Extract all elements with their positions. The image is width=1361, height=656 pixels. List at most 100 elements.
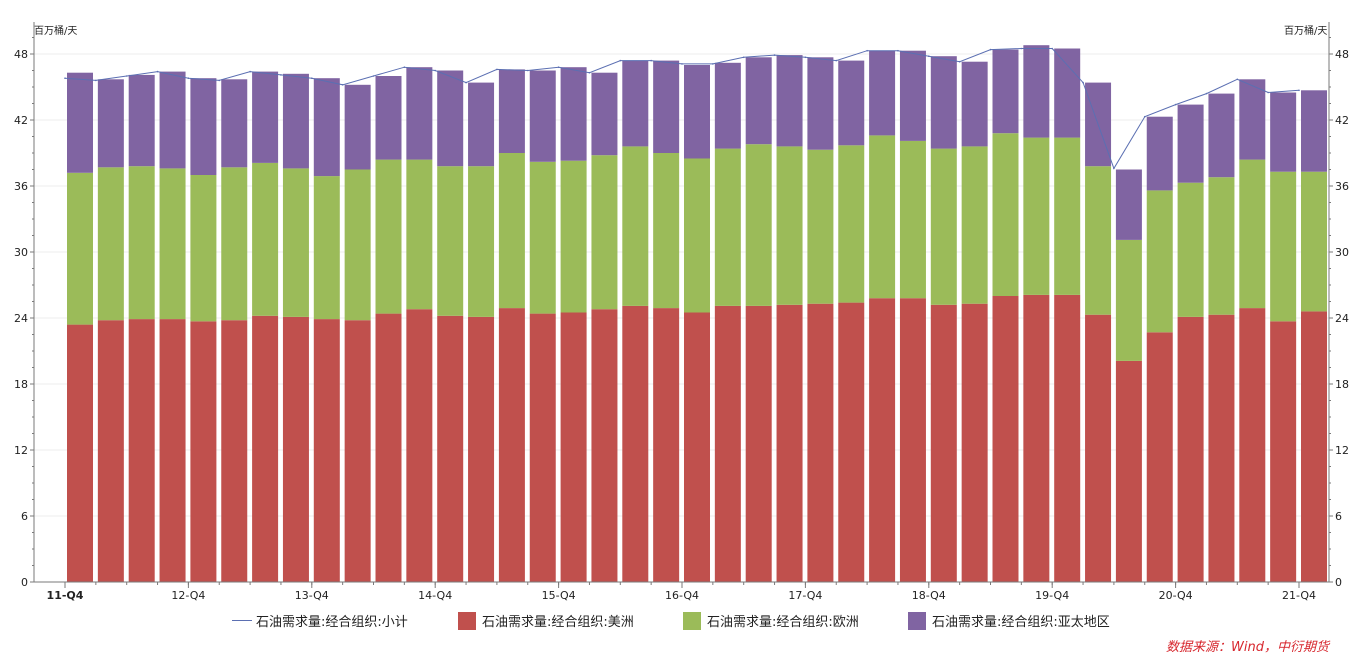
y-tick-label-right: 0 (1335, 576, 1342, 589)
y-tick-label-left: 42 (14, 114, 28, 127)
bar-europe (930, 148, 957, 305)
line-total-point (1143, 115, 1146, 118)
line-total-point (526, 69, 529, 72)
bar-americas (375, 313, 402, 582)
bar-americas (1270, 321, 1297, 582)
bar-americas (1177, 316, 1204, 582)
legend-swatch-europe (683, 611, 701, 630)
bar-americas (190, 321, 217, 582)
bar-europe (714, 148, 741, 306)
line-total-point (712, 63, 714, 65)
bar-asia-pacific (221, 79, 248, 168)
bar-europe (313, 176, 340, 320)
bar-asia-pacific (591, 72, 618, 156)
gridlines (34, 53, 1329, 517)
line-total-point (434, 69, 437, 72)
bar-europe (375, 159, 402, 314)
line-total-point (835, 59, 838, 62)
bar-europe (591, 155, 618, 310)
y-tick-label-left: 18 (14, 378, 28, 391)
bar-europe (560, 160, 587, 313)
y-tick-label-right: 30 (1335, 246, 1349, 259)
bar-europe (97, 167, 124, 321)
bar-asia-pacific (437, 70, 464, 167)
left-axis-unit: 百万桶/天 (34, 26, 78, 37)
bar-asia-pacific (838, 60, 865, 146)
bar-americas (1115, 360, 1142, 582)
bar-americas (591, 309, 618, 582)
y-tick-label-left: 0 (21, 576, 28, 589)
y-tick-label-left: 12 (14, 444, 28, 457)
line-total-point (218, 79, 221, 82)
bar-americas (159, 319, 186, 582)
bar-europe (992, 133, 1019, 296)
bar-asia-pacific (1301, 90, 1327, 172)
bar-americas (406, 309, 433, 582)
bar-asia-pacific (714, 62, 741, 149)
y-tick-label-right: 24 (1335, 312, 1349, 325)
bar-europe (1208, 177, 1235, 315)
legend-item-total: 石油需求量:经合组织:小计 (232, 611, 408, 630)
x-tick-label: 11-Q4 (47, 589, 84, 602)
line-total-point (280, 74, 282, 76)
line-total-point (95, 79, 97, 82)
bar-americas (899, 298, 926, 582)
bar-europe (1115, 239, 1142, 361)
bar-asia-pacific (1115, 169, 1142, 240)
line-total-point (311, 77, 313, 79)
bar-americas (745, 305, 772, 582)
bar-asia-pacific (529, 70, 556, 162)
line-total-point (496, 68, 498, 71)
line-total-point (403, 66, 406, 68)
bar-europe (128, 166, 155, 320)
bar-americas (869, 298, 896, 582)
line-total-point (1174, 103, 1177, 106)
bar-asia-pacific (468, 82, 495, 167)
bar-asia-pacific (128, 74, 155, 167)
legend-item-europe: 石油需求量:经合组织:欧洲 (683, 611, 859, 630)
bar-europe (529, 161, 556, 314)
bar-americas (1146, 332, 1173, 582)
bar-americas (714, 305, 741, 582)
bar-europe (1270, 171, 1297, 322)
line-total-point (588, 71, 591, 74)
bar-europe (67, 172, 93, 325)
bar-americas (684, 312, 710, 582)
bar-americas (498, 308, 525, 582)
right-axis-unit: 百万桶/天 (1284, 26, 1328, 37)
y-tick-label-right: 18 (1335, 378, 1349, 391)
line-total-point (897, 49, 899, 52)
x-tick-label: 18-Q4 (912, 589, 946, 602)
bar-americas (221, 320, 248, 582)
bar-americas (252, 315, 279, 582)
bar-europe (961, 146, 988, 304)
bar-americas (128, 319, 155, 582)
bar-americas (1301, 311, 1327, 582)
y-tick-label-right: 42 (1335, 114, 1349, 127)
x-tick-label: 19-Q4 (1035, 589, 1069, 602)
line-total-point (650, 59, 652, 62)
oecd-oil-demand-chart: 0 0 6 6 12 12 18 18 24 24 30 30 36 36 42 42 48 48 11-Q4 12-… (14, 22, 1349, 602)
bar-asia-pacific (560, 67, 587, 161)
bar-americas (313, 319, 340, 582)
data-source-note: 数据来源：Wind，中衍期货 (1166, 640, 1329, 655)
x-tick-label: 17-Q4 (788, 589, 822, 602)
x-tick-label: 14-Q4 (418, 589, 452, 602)
line-total-point (125, 75, 128, 77)
bar-europe (1177, 182, 1204, 317)
bar-americas (838, 302, 865, 582)
line-total-point (804, 56, 807, 59)
bar-americas (622, 305, 649, 582)
bar-americas (930, 304, 957, 582)
bar-asia-pacific (745, 57, 772, 145)
bar-asia-pacific (1270, 92, 1297, 172)
line-total-point (866, 49, 868, 52)
bar-asia-pacific (375, 76, 402, 160)
bar-asia-pacific (869, 50, 896, 136)
bar-europe (869, 135, 896, 299)
bar-asia-pacific (190, 78, 217, 175)
bar-europe (899, 140, 926, 299)
bar-europe (468, 166, 495, 317)
legend-label-europe: 石油需求量:经合组织:欧洲 (707, 615, 859, 630)
line-total-point (1082, 81, 1084, 84)
